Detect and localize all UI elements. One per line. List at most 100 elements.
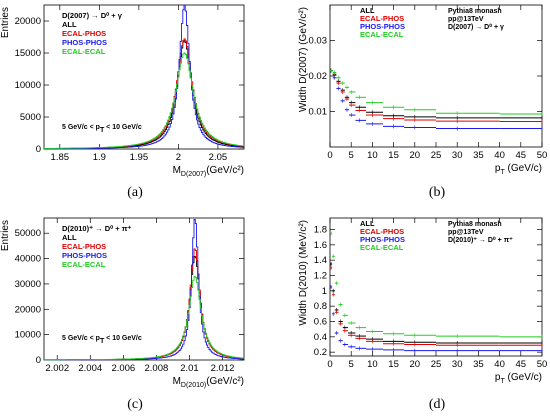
panel-label: (b) bbox=[429, 185, 446, 200]
y-tick-label: 0.6 bbox=[314, 317, 327, 328]
legend-entry: ECAL-PHOS bbox=[62, 29, 106, 38]
x-tick-label: 10 bbox=[367, 150, 378, 161]
legend-title: D(2010)⁺ → D⁰ + π⁺ bbox=[62, 224, 131, 233]
info-text: D(2007) → D⁰ + γ bbox=[448, 23, 504, 31]
legend-entry: ECAL-PHOS bbox=[62, 242, 106, 251]
y-tick-label: 0 bbox=[36, 144, 41, 155]
legend-entry: PHOS-PHOS bbox=[360, 22, 405, 31]
info-text: Pythia8 monash bbox=[448, 221, 502, 228]
y-tick-label: 5000 bbox=[20, 112, 41, 123]
kinematic-range-note: 5 GeV/c < pT < 10 GeV/c bbox=[62, 335, 142, 345]
y-tick-label: 1 bbox=[322, 286, 327, 297]
x-tick-label: 50 bbox=[537, 359, 548, 370]
x-tick-label: 2.05 bbox=[209, 152, 228, 163]
y-axis-title: Entries bbox=[0, 7, 11, 38]
series-all bbox=[44, 39, 245, 150]
y-tick-label: 15000 bbox=[15, 48, 41, 59]
x-tick-label: 5 bbox=[349, 150, 354, 161]
y-tick-label: 1.8 bbox=[314, 225, 327, 236]
y-axis-title: Width D(2010) (MeV/c²) bbox=[298, 220, 309, 326]
legend-entry: ECAL-PHOS bbox=[360, 14, 404, 23]
x-tick-label: 15 bbox=[388, 150, 399, 161]
y-tick-label: 30000 bbox=[15, 279, 41, 290]
series-ecal-ecal bbox=[44, 52, 245, 149]
y-tick-label: 0.02 bbox=[309, 71, 328, 82]
plot-frame bbox=[43, 4, 245, 150]
legend-entry: ALL bbox=[360, 219, 375, 228]
x-tick-label: 25 bbox=[431, 150, 442, 161]
panel-label: (a) bbox=[127, 185, 143, 200]
x-tick-label: 35 bbox=[473, 150, 484, 161]
x-tick-label: 10 bbox=[367, 359, 378, 370]
panel-label: (d) bbox=[429, 397, 446, 412]
x-tick-label: 30 bbox=[452, 150, 463, 161]
y-tick-label: 1.2 bbox=[314, 271, 327, 282]
legend-entry: ECAL-PHOS bbox=[360, 227, 404, 236]
legend-entry: ALL bbox=[62, 233, 77, 242]
x-axis-title: pT (GeV/c) bbox=[495, 163, 542, 176]
y-tick-label: 1.6 bbox=[314, 240, 327, 251]
x-tick-label: 0 bbox=[327, 150, 332, 161]
x-tick-label: 30 bbox=[452, 359, 463, 370]
legend-entry: ALL bbox=[360, 6, 375, 15]
y-tick-label: 20000 bbox=[15, 304, 41, 315]
legend-entry: ECAL-ECAL bbox=[62, 260, 106, 269]
y-tick-label: 50000 bbox=[15, 228, 41, 239]
x-tick-label: 0 bbox=[327, 359, 332, 370]
x-tick-label: 2.012 bbox=[211, 363, 235, 374]
panel-d-width-d2010: 0 5 10 15 20 25 30 35 40 45 50 0.2 0.4 0.6 0.8 1 1.2 1.4 1… bbox=[298, 217, 548, 412]
y-tick-label: 20000 bbox=[15, 16, 41, 27]
y-axis-title: Entries bbox=[0, 220, 11, 251]
x-tick-label: 2.002 bbox=[45, 363, 69, 374]
y-tick-label: 0.4 bbox=[314, 332, 327, 343]
y-tick-label: 1.4 bbox=[314, 255, 327, 266]
x-tick-label: 1.85 bbox=[51, 152, 70, 163]
x-tick-label: 15 bbox=[388, 359, 399, 370]
info-text: Pythia8 monash bbox=[448, 8, 502, 15]
legend-entry: PHOS-PHOS bbox=[62, 38, 107, 47]
x-tick-label: 40 bbox=[494, 150, 505, 161]
x-tick-label: 2.01 bbox=[180, 363, 199, 374]
y-tick-label: 0.01 bbox=[309, 107, 328, 118]
legend-entry: ECAL-ECAL bbox=[360, 30, 404, 39]
x-tick-label: 20 bbox=[410, 150, 421, 161]
legend-entry: ECAL-ECAL bbox=[62, 47, 106, 56]
series-all bbox=[44, 256, 245, 361]
legend-title: D(2007) → D⁰ + γ bbox=[62, 11, 123, 20]
x-tick-label: 2.008 bbox=[145, 363, 169, 374]
x-tick-label: 1.9 bbox=[93, 152, 106, 163]
x-tick-label: 45 bbox=[516, 359, 527, 370]
info-text: pp@13TeV bbox=[448, 16, 484, 23]
x-tick-label: 25 bbox=[431, 359, 442, 370]
series-phos-phos bbox=[44, 4, 244, 150]
plot-frame bbox=[43, 217, 245, 361]
panel-b-width-d2007: 0 5 10 15 20 25 30 35 40 45 50 0.01 0.02 0.03 pT (GeV/… bbox=[298, 4, 548, 200]
x-tick-label: 45 bbox=[516, 150, 527, 161]
x-tick-label: 2.004 bbox=[78, 363, 102, 374]
y-tick-label: 0.8 bbox=[314, 301, 327, 312]
legend-entry: PHOS-PHOS bbox=[360, 235, 405, 244]
panel-a-histogram-d2007: 1.85 1.9 1.95 2 2.05 0 5000 10000 15000 20000 MD(2… bbox=[0, 4, 245, 200]
x-tick-label: 1.95 bbox=[130, 152, 149, 163]
x-tick-label: 5 bbox=[349, 359, 354, 370]
kinematic-range-note: 5 GeV/c < pT < 10 GeV/c bbox=[62, 124, 142, 134]
series-ecal-ecal bbox=[44, 276, 245, 361]
x-tick-label: 2 bbox=[176, 152, 181, 163]
x-axis-title: pT (GeV/c) bbox=[495, 372, 542, 385]
legend-entry: ECAL-ECAL bbox=[360, 243, 404, 252]
y-tick-label: 0 bbox=[36, 355, 41, 366]
y-tick-label: 10000 bbox=[15, 330, 41, 341]
x-axis-title: MD(2007)(GeV/c²) bbox=[173, 165, 244, 178]
y-tick-label: 0.2 bbox=[314, 347, 327, 358]
y-tick-label: 10000 bbox=[15, 80, 41, 91]
legend-entry: PHOS-PHOS bbox=[62, 251, 107, 260]
info-text: D(2010)⁺ → D⁰ + π⁺ bbox=[448, 236, 513, 244]
x-tick-label: 50 bbox=[537, 150, 548, 161]
x-tick-label: 35 bbox=[473, 359, 484, 370]
x-axis-title: MD(2010)(GeV/c²) bbox=[173, 376, 244, 389]
panel-c-histogram-d2010: 2.002 2.004 2.006 2.008 2.01 2.012 0 10000 20000… bbox=[0, 217, 245, 412]
y-tick-label: 40000 bbox=[15, 254, 41, 265]
legend-entry: ALL bbox=[62, 20, 77, 29]
x-tick-label: 2.006 bbox=[111, 363, 135, 374]
